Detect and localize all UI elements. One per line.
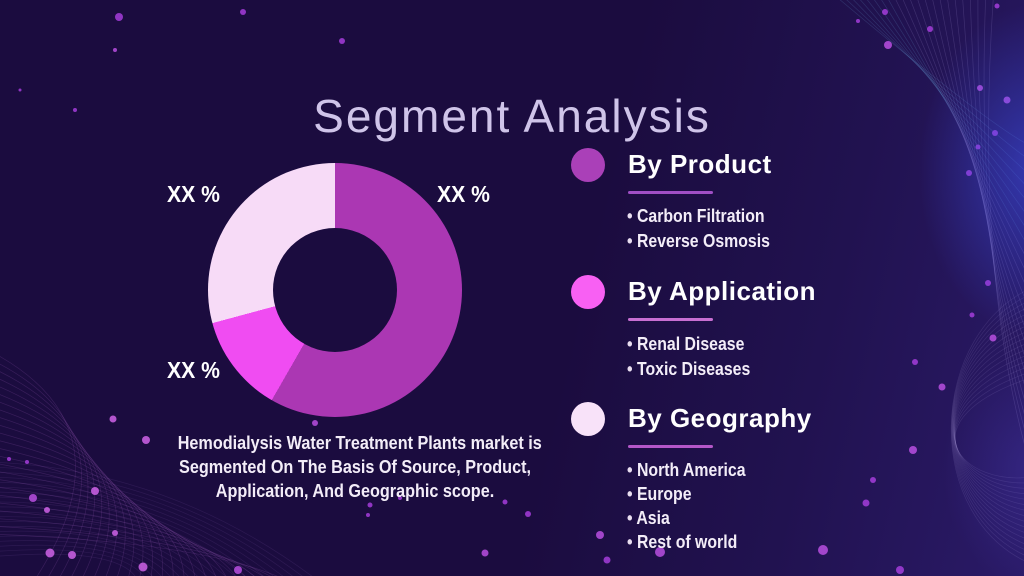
list-item: Carbon Filtration [627,204,770,229]
list-item: Asia [627,506,746,530]
product-color-dot [571,148,605,182]
product-underline [628,191,713,194]
donut-chart-hole [273,228,397,352]
chart-caption: Hemodialysis Water Treatment Plants mark… [177,431,542,503]
geography-item-list: North America Europe Asia Rest of world [627,458,746,554]
application-item-list: Renal Disease Toxic Diseases [627,332,750,382]
list-item: Renal Disease [627,332,750,357]
list-item: North America [627,458,746,482]
caption-line: Application, And Geographic scope. [215,481,495,501]
right-edge-purple-glow [904,300,1024,576]
donut-chart [208,163,462,417]
list-item: Rest of world [627,530,746,554]
caption-line: Segmented On The Basis Of Source, Produc… [179,457,531,477]
product-item-list: Carbon Filtration Reverse Osmosis [627,204,770,254]
caption-line: Hemodialysis Water Treatment Plants mark… [177,433,542,453]
legend-heading-geography: By Geography [628,403,812,433]
slice-label-geography: XX % [167,181,220,207]
list-item: Europe [627,482,746,506]
page-title: Segment Analysis [313,89,711,142]
application-color-dot [571,275,605,309]
application-underline [628,318,713,321]
legend-heading-product: By Product [628,149,772,179]
slice-label-product: XX % [437,181,490,207]
slice-label-application: XX % [167,357,220,383]
legend-heading-application: By Application [628,276,817,306]
geography-color-dot [571,402,605,436]
right-edge-blue-glow [874,0,1024,400]
list-item: Reverse Osmosis [627,229,770,254]
geography-underline [628,445,713,448]
list-item: Toxic Diseases [627,357,750,382]
